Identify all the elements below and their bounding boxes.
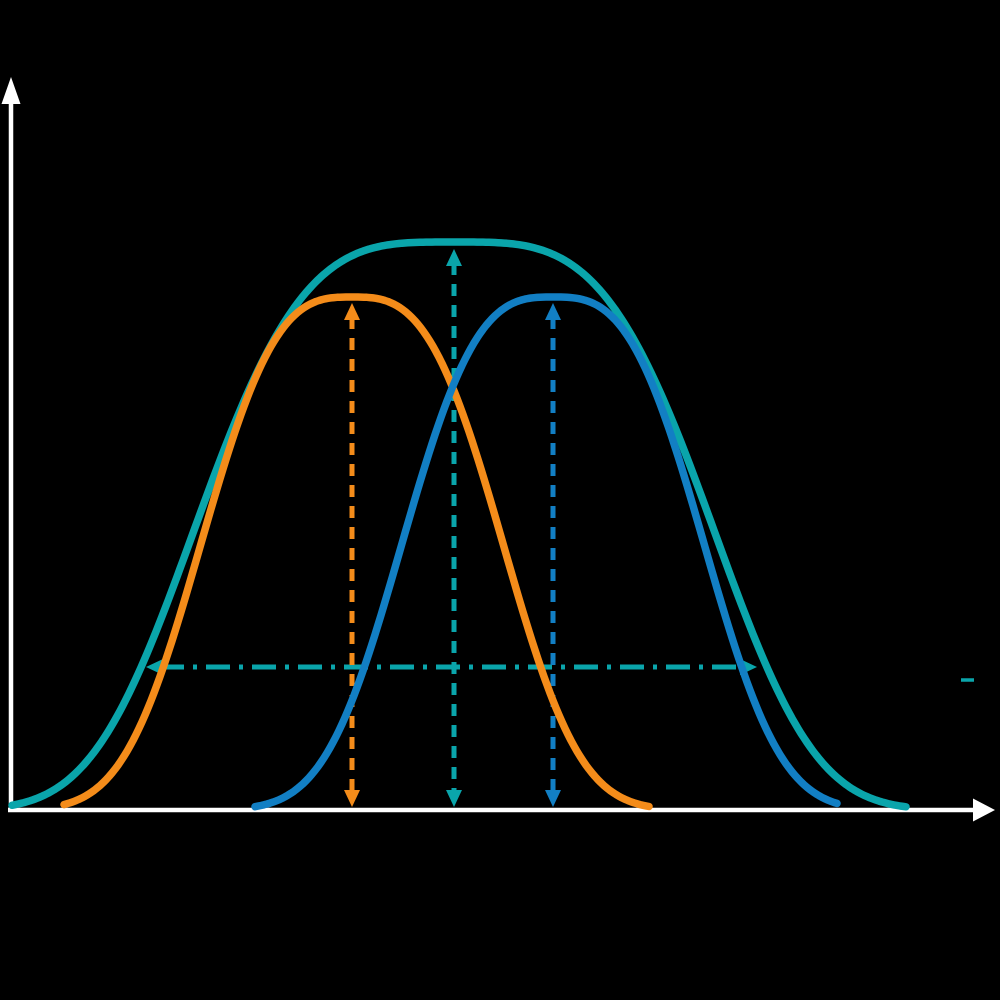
peak-height-arrow-center-down-arrowhead-icon <box>446 790 462 807</box>
peak-height-arrow-left-down-arrowhead-icon <box>344 790 360 807</box>
peak-height-arrow-center <box>446 249 462 807</box>
curve-envelope <box>8 238 910 811</box>
peak-height-arrow-left-up-arrowhead-icon <box>344 303 360 320</box>
curve-right-bell <box>251 293 841 811</box>
peak-height-arrow-right-up-arrowhead-icon <box>545 303 561 320</box>
peak-height-arrow-left <box>344 303 360 807</box>
peak-height-arrow-center-up-arrowhead-icon <box>446 249 462 266</box>
axes <box>1 77 995 822</box>
peak-height-arrow-right-down-arrowhead-icon <box>545 790 561 807</box>
peak-height-arrow-right <box>545 303 561 807</box>
y-axis-arrowhead-icon <box>1 77 21 104</box>
curve-left-bell <box>60 293 653 811</box>
x-axis-arrowhead-icon <box>973 798 995 822</box>
